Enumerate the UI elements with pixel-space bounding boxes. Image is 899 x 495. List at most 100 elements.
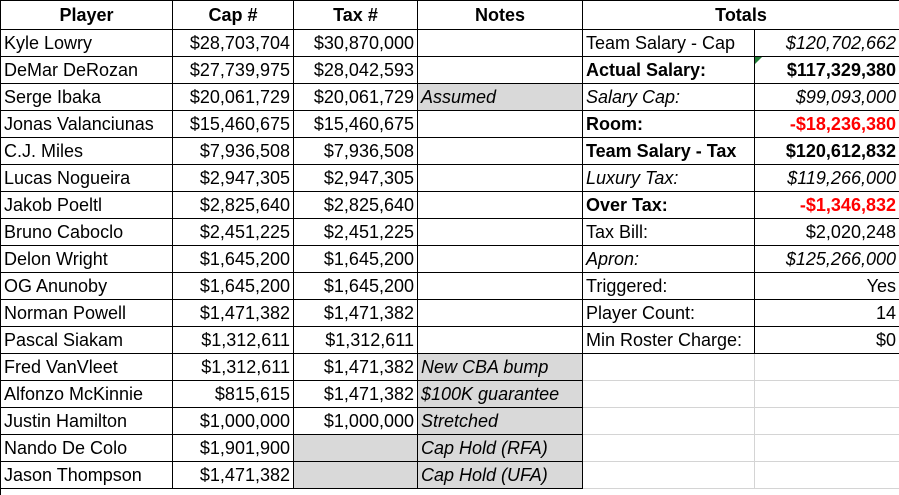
player-name-cell[interactable]: Jason Thompson <box>1 462 173 489</box>
tax-amount-cell[interactable]: $1,471,382 <box>294 300 418 327</box>
player-name-cell[interactable]: Lucas Nogueira <box>1 165 173 192</box>
note-cell[interactable] <box>418 300 583 327</box>
player-name-cell[interactable]: Bruno Caboclo <box>1 219 173 246</box>
empty-cell[interactable] <box>755 462 899 489</box>
empty-cell[interactable] <box>583 435 755 462</box>
player-name-cell[interactable]: Norman Powell <box>1 300 173 327</box>
totals-label-cell[interactable]: Triggered: <box>583 273 755 300</box>
totals-value-cell-with-comment[interactable]: $117,329,380 <box>755 57 899 84</box>
note-cell[interactable]: $100K guarantee <box>418 381 583 408</box>
totals-value-cell[interactable]: $120,612,832 <box>755 138 899 165</box>
player-name-cell[interactable]: OG Anunoby <box>1 273 173 300</box>
empty-cell[interactable] <box>583 462 755 489</box>
player-name-cell[interactable]: Serge Ibaka <box>1 84 173 111</box>
totals-label-cell[interactable]: Luxury Tax: <box>583 165 755 192</box>
player-name-cell[interactable]: Delon Wright <box>1 246 173 273</box>
cap-amount-cell[interactable]: $2,947,305 <box>173 165 294 192</box>
totals-label-cell[interactable]: Over Tax: <box>583 192 755 219</box>
cap-amount-cell[interactable]: $20,061,729 <box>173 84 294 111</box>
tax-amount-cell[interactable]: $1,471,382 <box>294 381 418 408</box>
note-cell[interactable] <box>418 165 583 192</box>
tax-amount-cell[interactable]: $7,936,508 <box>294 138 418 165</box>
cap-amount-cell[interactable]: $1,471,382 <box>173 462 294 489</box>
note-cell[interactable] <box>418 273 583 300</box>
tax-amount-cell[interactable]: $1,471,382 <box>294 354 418 381</box>
player-name-cell[interactable]: Jonas Valanciunas <box>1 111 173 138</box>
totals-label-cell[interactable]: Player Count: <box>583 300 755 327</box>
header-player[interactable]: Player <box>1 1 173 30</box>
player-name-cell[interactable]: Fred VanVleet <box>1 354 173 381</box>
note-cell[interactable]: Stretched <box>418 408 583 435</box>
totals-label-cell[interactable]: Tax Bill: <box>583 219 755 246</box>
cap-amount-cell[interactable]: $15,460,675 <box>173 111 294 138</box>
cap-amount-cell[interactable]: $1,312,611 <box>173 327 294 354</box>
tax-amount-cell[interactable]: $30,870,000 <box>294 30 418 57</box>
note-cell[interactable] <box>418 138 583 165</box>
cap-amount-cell[interactable]: $27,739,975 <box>173 57 294 84</box>
note-cell[interactable] <box>418 30 583 57</box>
cap-amount-cell[interactable]: $815,615 <box>173 381 294 408</box>
tax-amount-cell[interactable]: $28,042,593 <box>294 57 418 84</box>
empty-cell[interactable] <box>755 408 899 435</box>
totals-value-cell[interactable]: Yes <box>755 273 899 300</box>
tax-amount-cell[interactable]: $1,645,200 <box>294 273 418 300</box>
note-cell[interactable]: Assumed <box>418 84 583 111</box>
totals-value-cell[interactable]: $119,266,000 <box>755 165 899 192</box>
totals-label-cell[interactable]: Salary Cap: <box>583 84 755 111</box>
totals-value-cell[interactable]: $120,702,662 <box>755 30 899 57</box>
empty-cell[interactable] <box>755 354 899 381</box>
player-name-cell[interactable]: Pascal Siakam <box>1 327 173 354</box>
tax-amount-cell[interactable]: $2,451,225 <box>294 219 418 246</box>
player-name-cell[interactable]: Alfonzo McKinnie <box>1 381 173 408</box>
player-name-cell[interactable]: Justin Hamilton <box>1 408 173 435</box>
empty-cell[interactable] <box>583 408 755 435</box>
totals-value-cell[interactable]: 14 <box>755 300 899 327</box>
note-cell[interactable]: Cap Hold (UFA) <box>418 462 583 489</box>
cap-amount-cell[interactable]: $1,645,200 <box>173 273 294 300</box>
empty-cell[interactable] <box>755 381 899 408</box>
tax-amount-cell[interactable]: $1,645,200 <box>294 246 418 273</box>
cap-amount-cell[interactable]: $1,312,611 <box>173 354 294 381</box>
tax-amount-cell[interactable]: $15,460,675 <box>294 111 418 138</box>
note-cell[interactable] <box>418 192 583 219</box>
header-tax[interactable]: Tax # <box>294 1 418 30</box>
totals-value-cell[interactable]: -$18,236,380 <box>755 111 899 138</box>
note-cell[interactable] <box>418 111 583 138</box>
totals-label-cell[interactable]: Actual Salary: <box>583 57 755 84</box>
header-totals[interactable]: Totals <box>583 1 899 30</box>
note-cell[interactable]: Cap Hold (RFA) <box>418 435 583 462</box>
totals-label-cell[interactable]: Apron: <box>583 246 755 273</box>
player-name-cell[interactable]: Kyle Lowry <box>1 30 173 57</box>
cap-amount-cell[interactable]: $7,936,508 <box>173 138 294 165</box>
totals-label-cell[interactable]: Team Salary - Cap <box>583 30 755 57</box>
cap-amount-cell[interactable]: $2,825,640 <box>173 192 294 219</box>
cap-amount-cell[interactable]: $1,645,200 <box>173 246 294 273</box>
header-cap[interactable]: Cap # <box>173 1 294 30</box>
player-name-cell[interactable]: DeMar DeRozan <box>1 57 173 84</box>
cap-amount-cell[interactable]: $28,703,704 <box>173 30 294 57</box>
cap-amount-cell[interactable]: $1,901,900 <box>173 435 294 462</box>
tax-amount-cell[interactable] <box>294 435 418 462</box>
cap-amount-cell[interactable]: $2,451,225 <box>173 219 294 246</box>
tax-amount-cell[interactable]: $2,825,640 <box>294 192 418 219</box>
empty-cell[interactable] <box>583 381 755 408</box>
header-notes[interactable]: Notes <box>418 1 583 30</box>
tax-amount-cell[interactable]: $20,061,729 <box>294 84 418 111</box>
note-cell[interactable] <box>418 57 583 84</box>
empty-cell[interactable] <box>583 354 755 381</box>
player-name-cell[interactable]: Jakob Poeltl <box>1 192 173 219</box>
totals-value-cell[interactable]: $0 <box>755 327 899 354</box>
note-cell[interactable] <box>418 327 583 354</box>
note-cell[interactable] <box>418 246 583 273</box>
totals-label-cell[interactable]: Room: <box>583 111 755 138</box>
empty-cell[interactable] <box>755 435 899 462</box>
cap-amount-cell[interactable]: $1,471,382 <box>173 300 294 327</box>
tax-amount-cell[interactable]: $1,312,611 <box>294 327 418 354</box>
tax-amount-cell[interactable] <box>294 462 418 489</box>
note-cell[interactable]: New CBA bump <box>418 354 583 381</box>
player-name-cell[interactable]: C.J. Miles <box>1 138 173 165</box>
tax-amount-cell[interactable]: $1,000,000 <box>294 408 418 435</box>
tax-amount-cell[interactable]: $2,947,305 <box>294 165 418 192</box>
player-name-cell[interactable]: Nando De Colo <box>1 435 173 462</box>
totals-value-cell[interactable]: $99,093,000 <box>755 84 899 111</box>
